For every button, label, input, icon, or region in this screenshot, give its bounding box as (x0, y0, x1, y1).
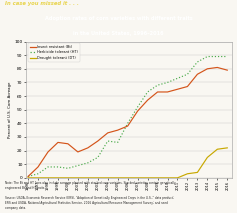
Text: Source: USDA, Economic Research Service (ERS), “Adoption of Genetically Engineer: Source: USDA, Economic Research Service … (5, 196, 174, 210)
Text: Adoption rates of corn varieties with different traits: Adoption rates of corn varieties with di… (45, 16, 192, 21)
Text: Note: The Bt and HT lines also include acreage planted with stacked corn varieti: Note: The Bt and HT lines also include a… (5, 181, 175, 190)
Legend: Insect resistant (Bt), Herbicide tolerant (HT), Drought tolerant (DT): Insect resistant (Bt), Herbicide toleran… (28, 43, 80, 62)
Text: in the United States, 1996–2016: in the United States, 1996–2016 (73, 31, 164, 36)
Text: In case you missed it . . .: In case you missed it . . . (5, 1, 79, 6)
Y-axis label: Percent of U.S. Corn Acreage: Percent of U.S. Corn Acreage (8, 82, 12, 138)
